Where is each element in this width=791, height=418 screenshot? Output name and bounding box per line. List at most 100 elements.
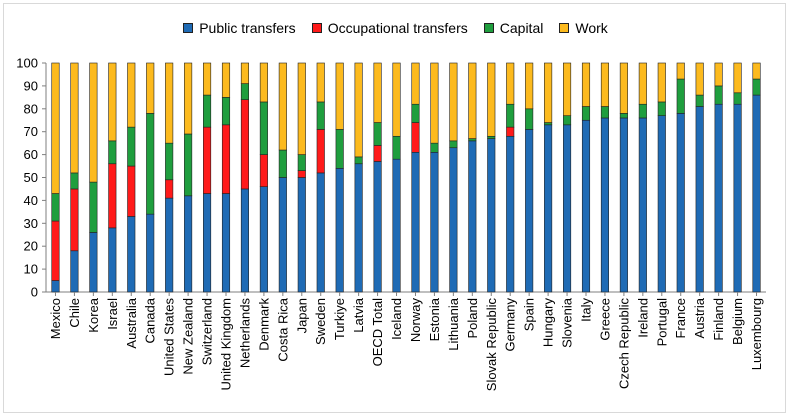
bar-segment-public-transfers [619, 117, 628, 293]
bar-segment-public-transfers [316, 172, 325, 293]
x-tick-label: Costa Rica [275, 297, 290, 361]
bar-segment-public-transfers [676, 113, 685, 293]
bar-segment-public-transfers [392, 158, 401, 293]
bar-segment-public-transfers [581, 119, 591, 293]
bar-segment-work [619, 62, 628, 114]
bar-segment-capital [108, 140, 117, 165]
x-tick-label: Hungary [541, 298, 556, 348]
bar-segment-public-transfers [203, 193, 212, 293]
bar-segment-capital [127, 126, 136, 167]
x-tick-label: Chile [67, 298, 82, 328]
bar-segment-work [297, 62, 306, 155]
bar-segment-capital [506, 103, 515, 128]
bar-segment-capital [733, 92, 742, 105]
bar-segment-work [392, 62, 401, 137]
x-tick-label: Slovenia [560, 297, 575, 348]
bar-segment-work [203, 62, 212, 96]
bar-segment-work [714, 62, 723, 87]
bar-segment-public-transfers [89, 232, 98, 293]
bar-segment-work [354, 62, 363, 158]
bar-segment-work [146, 62, 155, 114]
x-tick-label: Korea [86, 297, 101, 332]
bar-segment-work [221, 62, 231, 98]
bar-segment-capital [581, 106, 591, 121]
y-tick-label: 10 [24, 262, 38, 277]
x-tick-label: Greece [597, 298, 612, 341]
bar-segment-occupational-transfers [203, 126, 212, 194]
bar-segment-public-transfers [468, 140, 477, 293]
bar-segment-public-transfers [108, 227, 117, 293]
bar-segment-capital [676, 78, 685, 114]
bar-segment-capital [563, 115, 572, 126]
bar-segment-capital [695, 94, 704, 107]
x-tick-label: Canada [143, 297, 158, 343]
legend-item-public-transfers: Public transfers [183, 20, 296, 36]
bar-segment-capital [600, 106, 609, 119]
x-tick-label: Finland [711, 298, 726, 341]
bar-segment-capital [657, 101, 666, 116]
bar-segment-public-transfers [70, 250, 79, 293]
bar-segment-public-transfers [165, 197, 174, 293]
bar-segment-capital [430, 142, 439, 153]
bar-segment-work [581, 62, 591, 107]
x-tick-label: Spain [522, 298, 537, 331]
bar-segment-occupational-transfers [127, 165, 136, 217]
bar-segment-capital [354, 156, 363, 165]
bar-segment-public-transfers [695, 106, 704, 293]
bar-segment-public-transfers [259, 186, 268, 293]
bar-segment-public-transfers [563, 124, 572, 293]
bar-segment-capital [278, 149, 287, 178]
bar-segment-work [563, 62, 572, 116]
bar-segment-work [544, 62, 553, 123]
y-tick-label: 20 [24, 239, 38, 254]
x-tick-label: New Zealand [181, 298, 196, 375]
x-tick-label: Switzerland [200, 298, 215, 365]
bar-segment-capital [70, 172, 79, 190]
bar-segment-capital [468, 138, 477, 142]
legend-label-public-transfers: Public transfers [199, 20, 296, 36]
bar-segment-work [165, 62, 174, 144]
bar-segment-work [240, 62, 249, 84]
x-tick-label: Germany [503, 298, 518, 352]
bar-segment-work [676, 62, 685, 80]
x-tick-label: Mexico [48, 298, 63, 339]
bar-segment-work [335, 62, 344, 130]
bar-segment-public-transfers [278, 177, 287, 293]
bar-segment-occupational-transfers [411, 122, 420, 153]
bar-segment-public-transfers [600, 117, 609, 293]
x-tick-label: Netherlands [237, 298, 252, 369]
bar-segment-capital [638, 103, 647, 119]
bar-segment-public-transfers [487, 138, 496, 293]
y-tick-label: 60 [24, 147, 38, 162]
bar-segment-capital [221, 97, 231, 126]
legend-label-work: Work [575, 20, 608, 36]
bar-segment-public-transfers [127, 216, 136, 293]
x-tick-label: Turkiye [332, 298, 347, 340]
bar-segment-capital [411, 103, 420, 123]
bar-segment-public-transfers [733, 103, 742, 293]
bar-segment-occupational-transfers [373, 145, 382, 162]
bar-segment-capital [619, 113, 628, 119]
bar-segment-public-transfers [240, 188, 249, 293]
bar-segment-capital [240, 83, 249, 100]
bar-segment-capital [146, 113, 155, 215]
x-tick-label: Norway [408, 298, 423, 343]
bar-segment-capital [335, 129, 344, 169]
bar-segment-public-transfers [449, 147, 458, 293]
legend-label-capital: Capital [499, 20, 544, 36]
bar-segment-work [70, 62, 79, 174]
bar-segment-work [51, 62, 60, 194]
x-tick-label: Australia [124, 297, 139, 348]
bar-segment-capital [525, 108, 534, 130]
bar-segment-work [733, 62, 742, 94]
bar-segment-capital [297, 154, 306, 171]
y-tick-label: 40 [24, 193, 38, 208]
legend-swatch-work [559, 23, 570, 33]
legend-swatch-capital [483, 23, 494, 33]
x-tick-label: Belgium [730, 298, 745, 345]
bar-segment-occupational-transfers [108, 163, 117, 229]
bar-segment-capital [165, 142, 174, 181]
bar-segment-occupational-transfers [506, 126, 515, 137]
bar-segment-capital [373, 122, 382, 146]
